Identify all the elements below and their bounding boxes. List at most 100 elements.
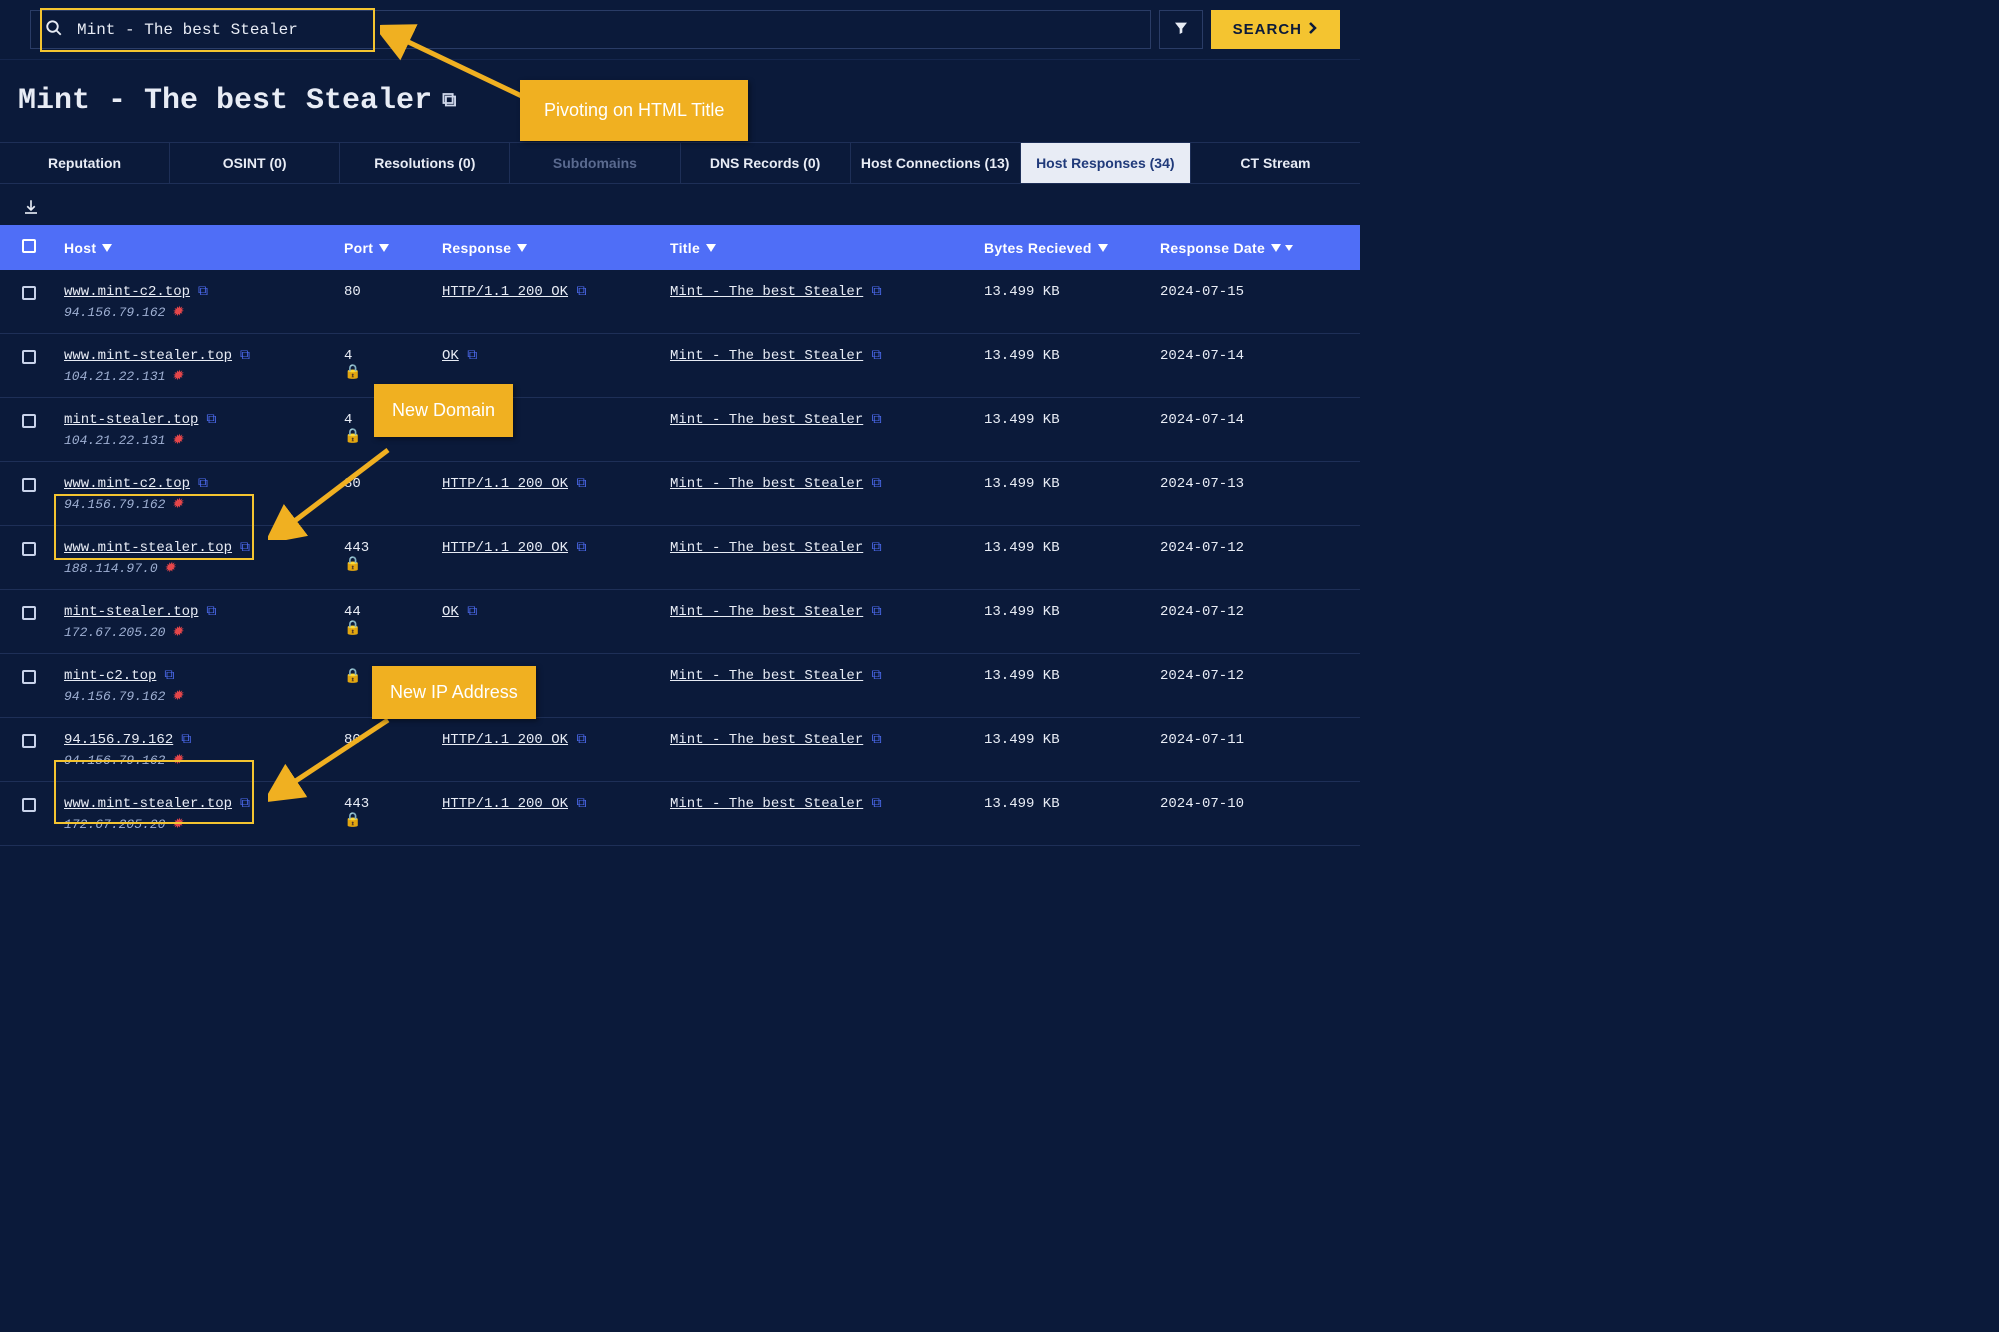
copy-icon[interactable]: ⧉ (442, 89, 456, 113)
host-link[interactable]: www.mint-stealer.top (64, 348, 232, 364)
copy-icon[interactable]: ⧉ (872, 668, 882, 684)
tab[interactable]: Reputation (0, 143, 170, 183)
malware-icon: ✹ (171, 816, 183, 833)
copy-icon[interactable]: ⧉ (467, 348, 477, 364)
row-checkbox[interactable] (22, 478, 36, 492)
host-link[interactable]: www.mint-c2.top (64, 476, 190, 492)
table-row: www.mint-stealer.top⧉104.21.22.131✹4🔒OK … (0, 334, 1360, 398)
copy-icon[interactable]: ⧉ (872, 348, 882, 364)
download-icon[interactable] (22, 203, 40, 219)
table-row: mint-stealer.top⧉172.67.205.20✹44🔒OK ⧉Mi… (0, 590, 1360, 654)
tab[interactable]: Host Responses (34) (1021, 143, 1191, 183)
host-ip: 94.156.79.162 (64, 305, 165, 320)
copy-icon[interactable]: ⧉ (198, 476, 208, 492)
column-header-title[interactable]: Title (670, 239, 984, 256)
title-link[interactable]: Mint - The best Stealer (670, 668, 863, 684)
table-row: www.mint-c2.top⧉94.156.79.162✹80HTTP/1.1… (0, 270, 1360, 334)
date-value: 2024-07-13 (1160, 476, 1338, 492)
column-header-port[interactable]: Port (344, 239, 442, 256)
row-checkbox[interactable] (22, 670, 36, 684)
row-checkbox[interactable] (22, 606, 36, 620)
filter-button[interactable] (1159, 10, 1203, 49)
host-link[interactable]: www.mint-stealer.top (64, 540, 232, 556)
table-row: www.mint-stealer.top⧉172.67.205.20✹443🔒H… (0, 782, 1360, 846)
copy-icon[interactable]: ⧉ (164, 668, 174, 684)
title-link[interactable]: Mint - The best Stealer (670, 476, 863, 492)
table-row: 94.156.79.162⧉94.156.79.162✹80HTTP/1.1 2… (0, 718, 1360, 782)
response-link[interactable]: OK (442, 348, 459, 364)
response-link[interactable]: OK (442, 604, 459, 620)
column-header-date[interactable]: Response Date (1160, 239, 1338, 256)
copy-icon[interactable]: ⧉ (240, 796, 250, 812)
table-row: mint-stealer.top⧉104.21.22.131✹4🔒OK ⧉Min… (0, 398, 1360, 462)
tab[interactable]: Host Connections (13) (851, 143, 1021, 183)
title-link[interactable]: Mint - The best Stealer (670, 348, 863, 364)
title-link[interactable]: Mint - The best Stealer (670, 412, 863, 428)
copy-icon[interactable]: ⧉ (576, 476, 586, 492)
search-input[interactable] (77, 21, 1136, 39)
bytes-value: 13.499 KB (984, 796, 1160, 812)
copy-icon[interactable]: ⧉ (872, 604, 882, 620)
filter-icon (517, 244, 527, 252)
row-checkbox[interactable] (22, 414, 36, 428)
copy-icon[interactable]: ⧉ (872, 796, 882, 812)
host-link[interactable]: mint-stealer.top (64, 412, 198, 428)
tab[interactable]: DNS Records (0) (681, 143, 851, 183)
copy-icon[interactable]: ⧉ (181, 732, 191, 748)
column-header-bytes[interactable]: Bytes Recieved (984, 239, 1160, 256)
search-field[interactable] (30, 10, 1151, 49)
copy-icon[interactable]: ⧉ (240, 348, 250, 364)
port-value: 443 (344, 540, 442, 556)
response-link[interactable]: HTTP/1.1 200 OK (442, 284, 568, 300)
copy-icon[interactable]: ⧉ (206, 604, 216, 620)
row-checkbox[interactable] (22, 542, 36, 556)
date-value: 2024-07-11 (1160, 732, 1338, 748)
host-link[interactable]: mint-c2.top (64, 668, 156, 684)
copy-icon[interactable]: ⧉ (467, 604, 477, 620)
response-link[interactable]: HTTP/1.1 200 OK (442, 732, 568, 748)
tab[interactable]: Resolutions (0) (340, 143, 510, 183)
search-button[interactable]: SEARCH (1211, 10, 1340, 49)
copy-icon[interactable]: ⧉ (206, 412, 216, 428)
date-value: 2024-07-12 (1160, 540, 1338, 556)
copy-icon[interactable]: ⧉ (240, 540, 250, 556)
bytes-value: 13.499 KB (984, 476, 1160, 492)
title-link[interactable]: Mint - The best Stealer (670, 604, 863, 620)
copy-icon[interactable]: ⧉ (872, 476, 882, 492)
row-checkbox[interactable] (22, 350, 36, 364)
copy-icon[interactable]: ⧉ (576, 732, 586, 748)
copy-icon[interactable]: ⧉ (576, 540, 586, 556)
copy-icon[interactable]: ⧉ (872, 732, 882, 748)
malware-icon: ✹ (171, 624, 183, 641)
host-link[interactable]: 94.156.79.162 (64, 732, 173, 748)
tab[interactable]: Subdomains (510, 143, 680, 183)
malware-icon: ✹ (171, 688, 183, 705)
date-value: 2024-07-12 (1160, 604, 1338, 620)
search-bar: SEARCH (0, 0, 1360, 60)
copy-icon[interactable]: ⧉ (198, 284, 208, 300)
row-checkbox[interactable] (22, 286, 36, 300)
host-link[interactable]: www.mint-stealer.top (64, 796, 232, 812)
row-checkbox[interactable] (22, 798, 36, 812)
date-value: 2024-07-14 (1160, 348, 1338, 364)
title-link[interactable]: Mint - The best Stealer (670, 732, 863, 748)
response-link[interactable]: HTTP/1.1 200 OK (442, 796, 568, 812)
copy-icon[interactable]: ⧉ (872, 540, 882, 556)
title-link[interactable]: Mint - The best Stealer (670, 540, 863, 556)
row-checkbox[interactable] (22, 734, 36, 748)
response-link[interactable]: HTTP/1.1 200 OK (442, 476, 568, 492)
host-link[interactable]: mint-stealer.top (64, 604, 198, 620)
copy-icon[interactable]: ⧉ (872, 412, 882, 428)
title-link[interactable]: Mint - The best Stealer (670, 284, 863, 300)
copy-icon[interactable]: ⧉ (576, 796, 586, 812)
tab[interactable]: OSINT (0) (170, 143, 340, 183)
title-link[interactable]: Mint - The best Stealer (670, 796, 863, 812)
response-link[interactable]: HTTP/1.1 200 OK (442, 540, 568, 556)
copy-icon[interactable]: ⧉ (576, 284, 586, 300)
host-link[interactable]: www.mint-c2.top (64, 284, 190, 300)
select-all-checkbox[interactable] (22, 239, 36, 253)
column-header-host[interactable]: Host (64, 239, 344, 256)
copy-icon[interactable]: ⧉ (872, 284, 882, 300)
tab[interactable]: CT Stream (1191, 143, 1360, 183)
column-header-response[interactable]: Response (442, 239, 670, 256)
